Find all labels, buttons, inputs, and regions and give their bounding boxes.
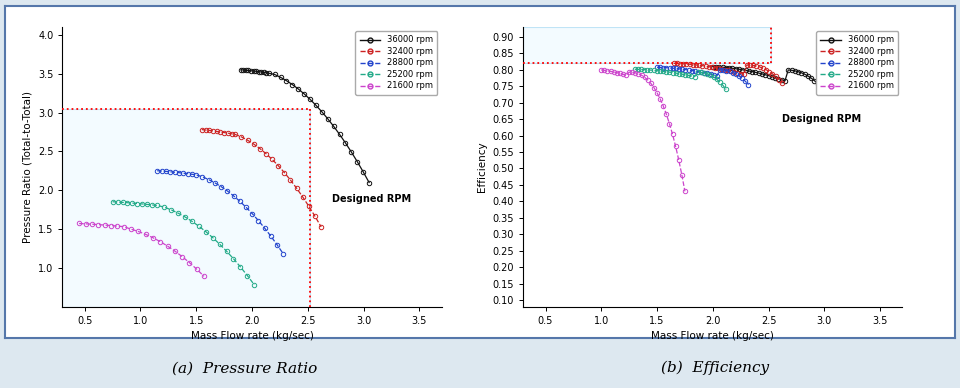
Legend: 36000 rpm, 32400 rpm, 28800 rpm, 25200 rpm, 21600 rpm: 36000 rpm, 32400 rpm, 28800 rpm, 25200 r… [816,31,899,95]
Text: (b)  Efficiency: (b) Efficiency [661,361,769,376]
Text: Designed RPM: Designed RPM [332,194,412,204]
X-axis label: Mass Flow rate (kg/sec): Mass Flow rate (kg/sec) [191,331,313,341]
Y-axis label: Pressure Ratio (Total-to-Total): Pressure Ratio (Total-to-Total) [22,91,33,243]
Text: (a)  Pressure Ratio: (a) Pressure Ratio [172,362,318,376]
X-axis label: Mass Flow rate (kg/sec): Mass Flow rate (kg/sec) [652,331,774,341]
Bar [62,109,310,307]
Bar [523,27,771,63]
Text: Designed RPM: Designed RPM [782,114,861,125]
Y-axis label: Efficiency: Efficiency [477,142,487,192]
Legend: 36000 rpm, 32400 rpm, 28800 rpm, 25200 rpm, 21600 rpm: 36000 rpm, 32400 rpm, 28800 rpm, 25200 r… [355,31,438,95]
